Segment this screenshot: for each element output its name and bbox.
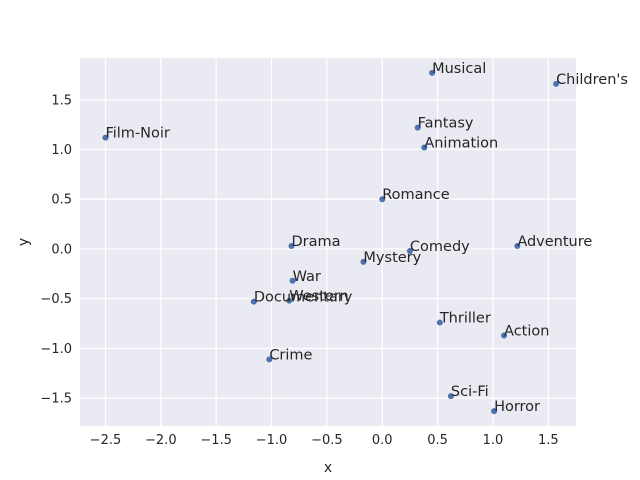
point-action [501,332,508,339]
x-tick-label-5: 0.0 [372,433,393,448]
point-label-documentary: Documentary [254,290,353,306]
point-war [289,277,296,284]
point-crime [266,356,273,363]
y-tick-label-0: −1.5 [40,392,72,407]
x-axis-label: x [324,460,332,476]
y-tick-label-5: 1.0 [51,143,72,158]
x-tick-label-3: −1.0 [256,433,288,448]
point-musical [429,69,436,76]
point-label-film-noir: Film-Noir [105,126,169,142]
data-points [102,69,560,415]
x-tick-label-8: 1.5 [538,433,559,448]
point-label-western: Western [289,289,348,305]
point-label-children-s: Children's [556,72,628,88]
point-adventure [514,242,521,249]
point-mystery [360,258,367,265]
point-label-action: Action [504,323,549,339]
y-axis-label: y [16,238,32,246]
x-tick-label-2: −1.5 [200,433,232,448]
point-label-thriller: Thriller [439,311,491,327]
point-children-s [553,80,560,87]
point-drama [288,242,295,249]
point-film-noir [102,134,109,141]
y-tick-label-4: 0.5 [51,193,72,208]
point-label-drama: Drama [291,234,340,250]
point-label-romance: Romance [382,187,449,203]
x-tick-label-1: −2.0 [145,433,177,448]
x-tick-label-4: −0.5 [311,433,343,448]
point-labels: Musical Children's Film-Noir Fantasy Animati… [105,61,627,415]
y-tick-label-2: −0.5 [40,292,72,307]
point-label-comedy: Comedy [410,239,470,255]
point-thriller [436,319,443,326]
point-label-crime: Crime [269,347,312,363]
point-sci-fi [447,393,454,400]
y-tick-labels: −1.5 −1.0 −0.5 0.0 0.5 1.0 1.5 [40,93,72,406]
point-label-horror: Horror [494,399,540,415]
point-label-mystery: Mystery [363,250,421,266]
y-tick-label-1: −1.0 [40,342,72,357]
x-tick-label-7: 1.0 [483,433,504,448]
point-label-animation: Animation [424,136,498,152]
point-animation [421,144,428,151]
y-tick-label-3: 0.0 [51,242,72,257]
point-label-war: War [293,269,321,285]
grid [80,58,576,426]
point-label-musical: Musical [432,61,486,77]
point-western [286,297,293,304]
point-documentary [250,298,257,305]
x-tick-label-6: 0.5 [427,433,448,448]
x-tick-labels: −2.5 −2.0 −1.5 −1.0 −0.5 0.0 0.5 1.0 1.5 [90,433,559,448]
x-tick-label-0: −2.5 [90,433,122,448]
point-fantasy [414,124,421,131]
point-label-sci-fi: Sci-Fi [451,384,489,400]
point-romance [379,196,386,203]
point-horror [491,408,498,415]
point-label-fantasy: Fantasy [418,116,474,132]
y-tick-label-6: 1.5 [51,93,72,108]
point-label-adventure: Adventure [517,234,592,250]
point-comedy [406,247,413,254]
